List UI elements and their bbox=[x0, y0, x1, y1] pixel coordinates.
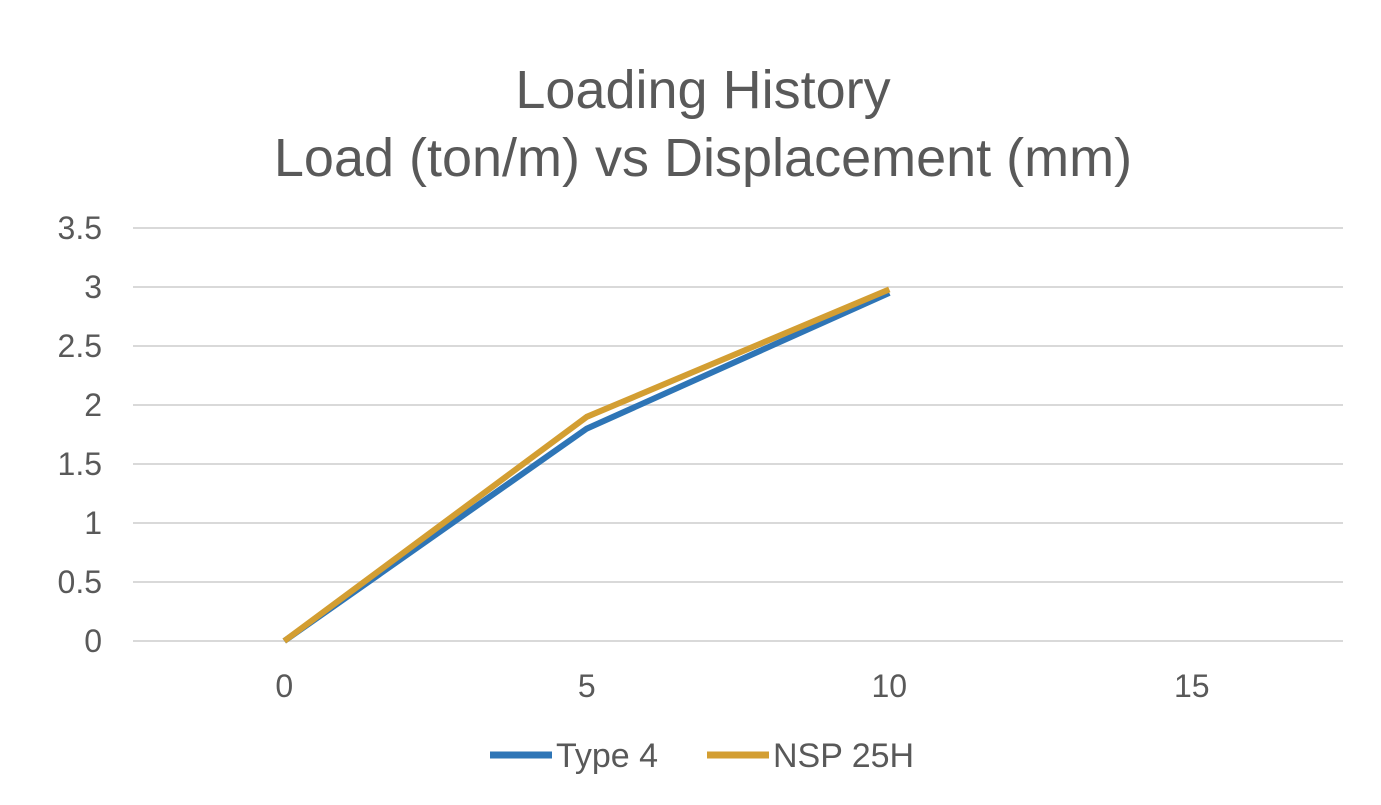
chart-title: Loading History Load (ton/m) vs Displace… bbox=[274, 60, 1132, 188]
y-tick-label: 2.5 bbox=[58, 328, 102, 364]
x-tick-label: 15 bbox=[1174, 668, 1210, 704]
plot-series bbox=[282, 286, 891, 644]
legend-label: NSP 25H bbox=[773, 737, 914, 775]
legend-label: Type 4 bbox=[556, 737, 658, 775]
y-tick-label: 0 bbox=[84, 623, 102, 659]
series-line-nsp-25h bbox=[282, 286, 891, 644]
y-tick-label: 3.5 bbox=[58, 210, 102, 246]
x-tick-label: 0 bbox=[275, 668, 293, 704]
y-tick-label: 3 bbox=[84, 269, 102, 305]
x-tick-label: 5 bbox=[578, 668, 596, 704]
legend-item: NSP 25H bbox=[707, 737, 914, 775]
y-tick-label: 1.5 bbox=[58, 446, 102, 482]
chart-title-line-2: Load (ton/m) vs Displacement (mm) bbox=[274, 128, 1132, 188]
x-tick-label: 10 bbox=[871, 668, 907, 704]
legend: Type 4 NSP 25H bbox=[490, 737, 914, 775]
legend-item: Type 4 bbox=[490, 737, 658, 775]
chart-title-line-1: Loading History bbox=[515, 60, 890, 120]
x-axis-tick-labels: 0 5 10 15 bbox=[275, 668, 1209, 704]
gridlines bbox=[133, 227, 1343, 642]
y-axis-tick-labels: 0 0.5 1 1.5 2 2.5 3 3.5 bbox=[58, 210, 102, 659]
y-tick-label: 1 bbox=[84, 505, 102, 541]
y-tick-label: 2 bbox=[84, 387, 102, 423]
y-tick-label: 0.5 bbox=[58, 564, 102, 600]
series-line-type-4 bbox=[282, 290, 891, 644]
